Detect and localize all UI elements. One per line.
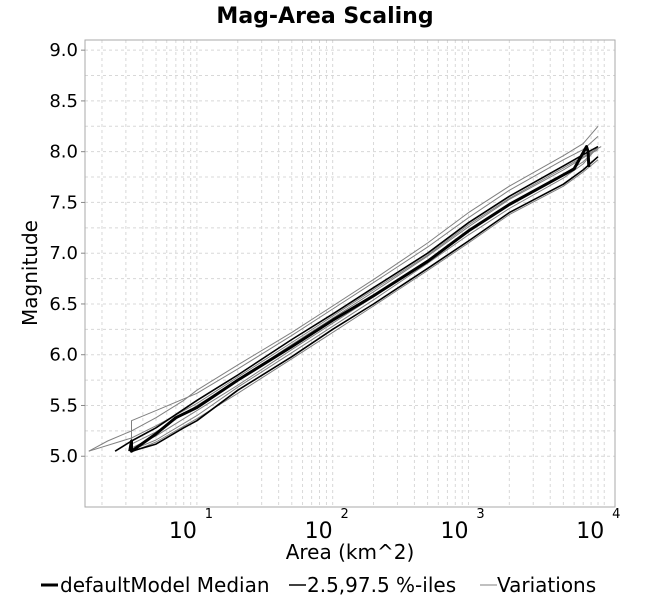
chart-title: Mag-Area Scaling (216, 4, 433, 29)
y-tick-label: 7.5 (49, 192, 78, 213)
legend: defaultModel Median 2.5,97.5 %-iles Vari… (41, 573, 596, 597)
x-axis-label: Area (km^2) (286, 540, 415, 564)
series-line-1 (114, 145, 599, 452)
x-tick-exponent: 4 (612, 507, 620, 522)
y-tick-label: 5.0 (49, 446, 78, 467)
legend-label-variations: Variations (497, 573, 596, 597)
series-line-8 (131, 149, 599, 445)
y-tick-label: 7.0 (49, 243, 78, 264)
y-tick-label: 9.0 (49, 40, 78, 61)
series-line-2 (131, 156, 599, 452)
x-tick-label: 10 (169, 519, 197, 544)
series-line-3 (88, 125, 599, 452)
legend-label-median: defaultModel Median (60, 573, 270, 597)
y-tick-label: 8.5 (49, 91, 78, 112)
x-axis-ticks: 10 1 10 2 10 3 10 4 (169, 507, 621, 544)
series-line-9 (131, 159, 599, 453)
series-layer (88, 125, 602, 453)
series-line-4 (131, 136, 599, 447)
grid (85, 40, 615, 507)
y-tick-label: 5.5 (49, 395, 78, 416)
y-tick-label: 6.0 (49, 345, 78, 366)
x-tick-label: 10 (305, 519, 333, 544)
x-tick-label: 10 (440, 519, 468, 544)
series-line-5 (88, 146, 602, 452)
legend-label-percentiles: 2.5,97.5 %-iles (307, 573, 456, 597)
y-tick-label: 8.0 (49, 142, 78, 163)
x-tick-exponent: 3 (476, 507, 484, 522)
series-line-7 (131, 146, 599, 451)
x-tick-label: 10 (576, 519, 604, 544)
y-tick-label: 6.5 (49, 294, 78, 315)
plot-area (84, 39, 616, 508)
x-tick-exponent: 2 (341, 507, 349, 522)
y-axis-label: Magnitude (18, 220, 42, 326)
x-tick-exponent: 1 (205, 507, 213, 522)
y-axis-ticks: 5.0 5.5 6.0 6.5 7.0 7.5 8.0 8.5 9.0 (49, 40, 85, 467)
series-line-0 (128, 145, 591, 453)
